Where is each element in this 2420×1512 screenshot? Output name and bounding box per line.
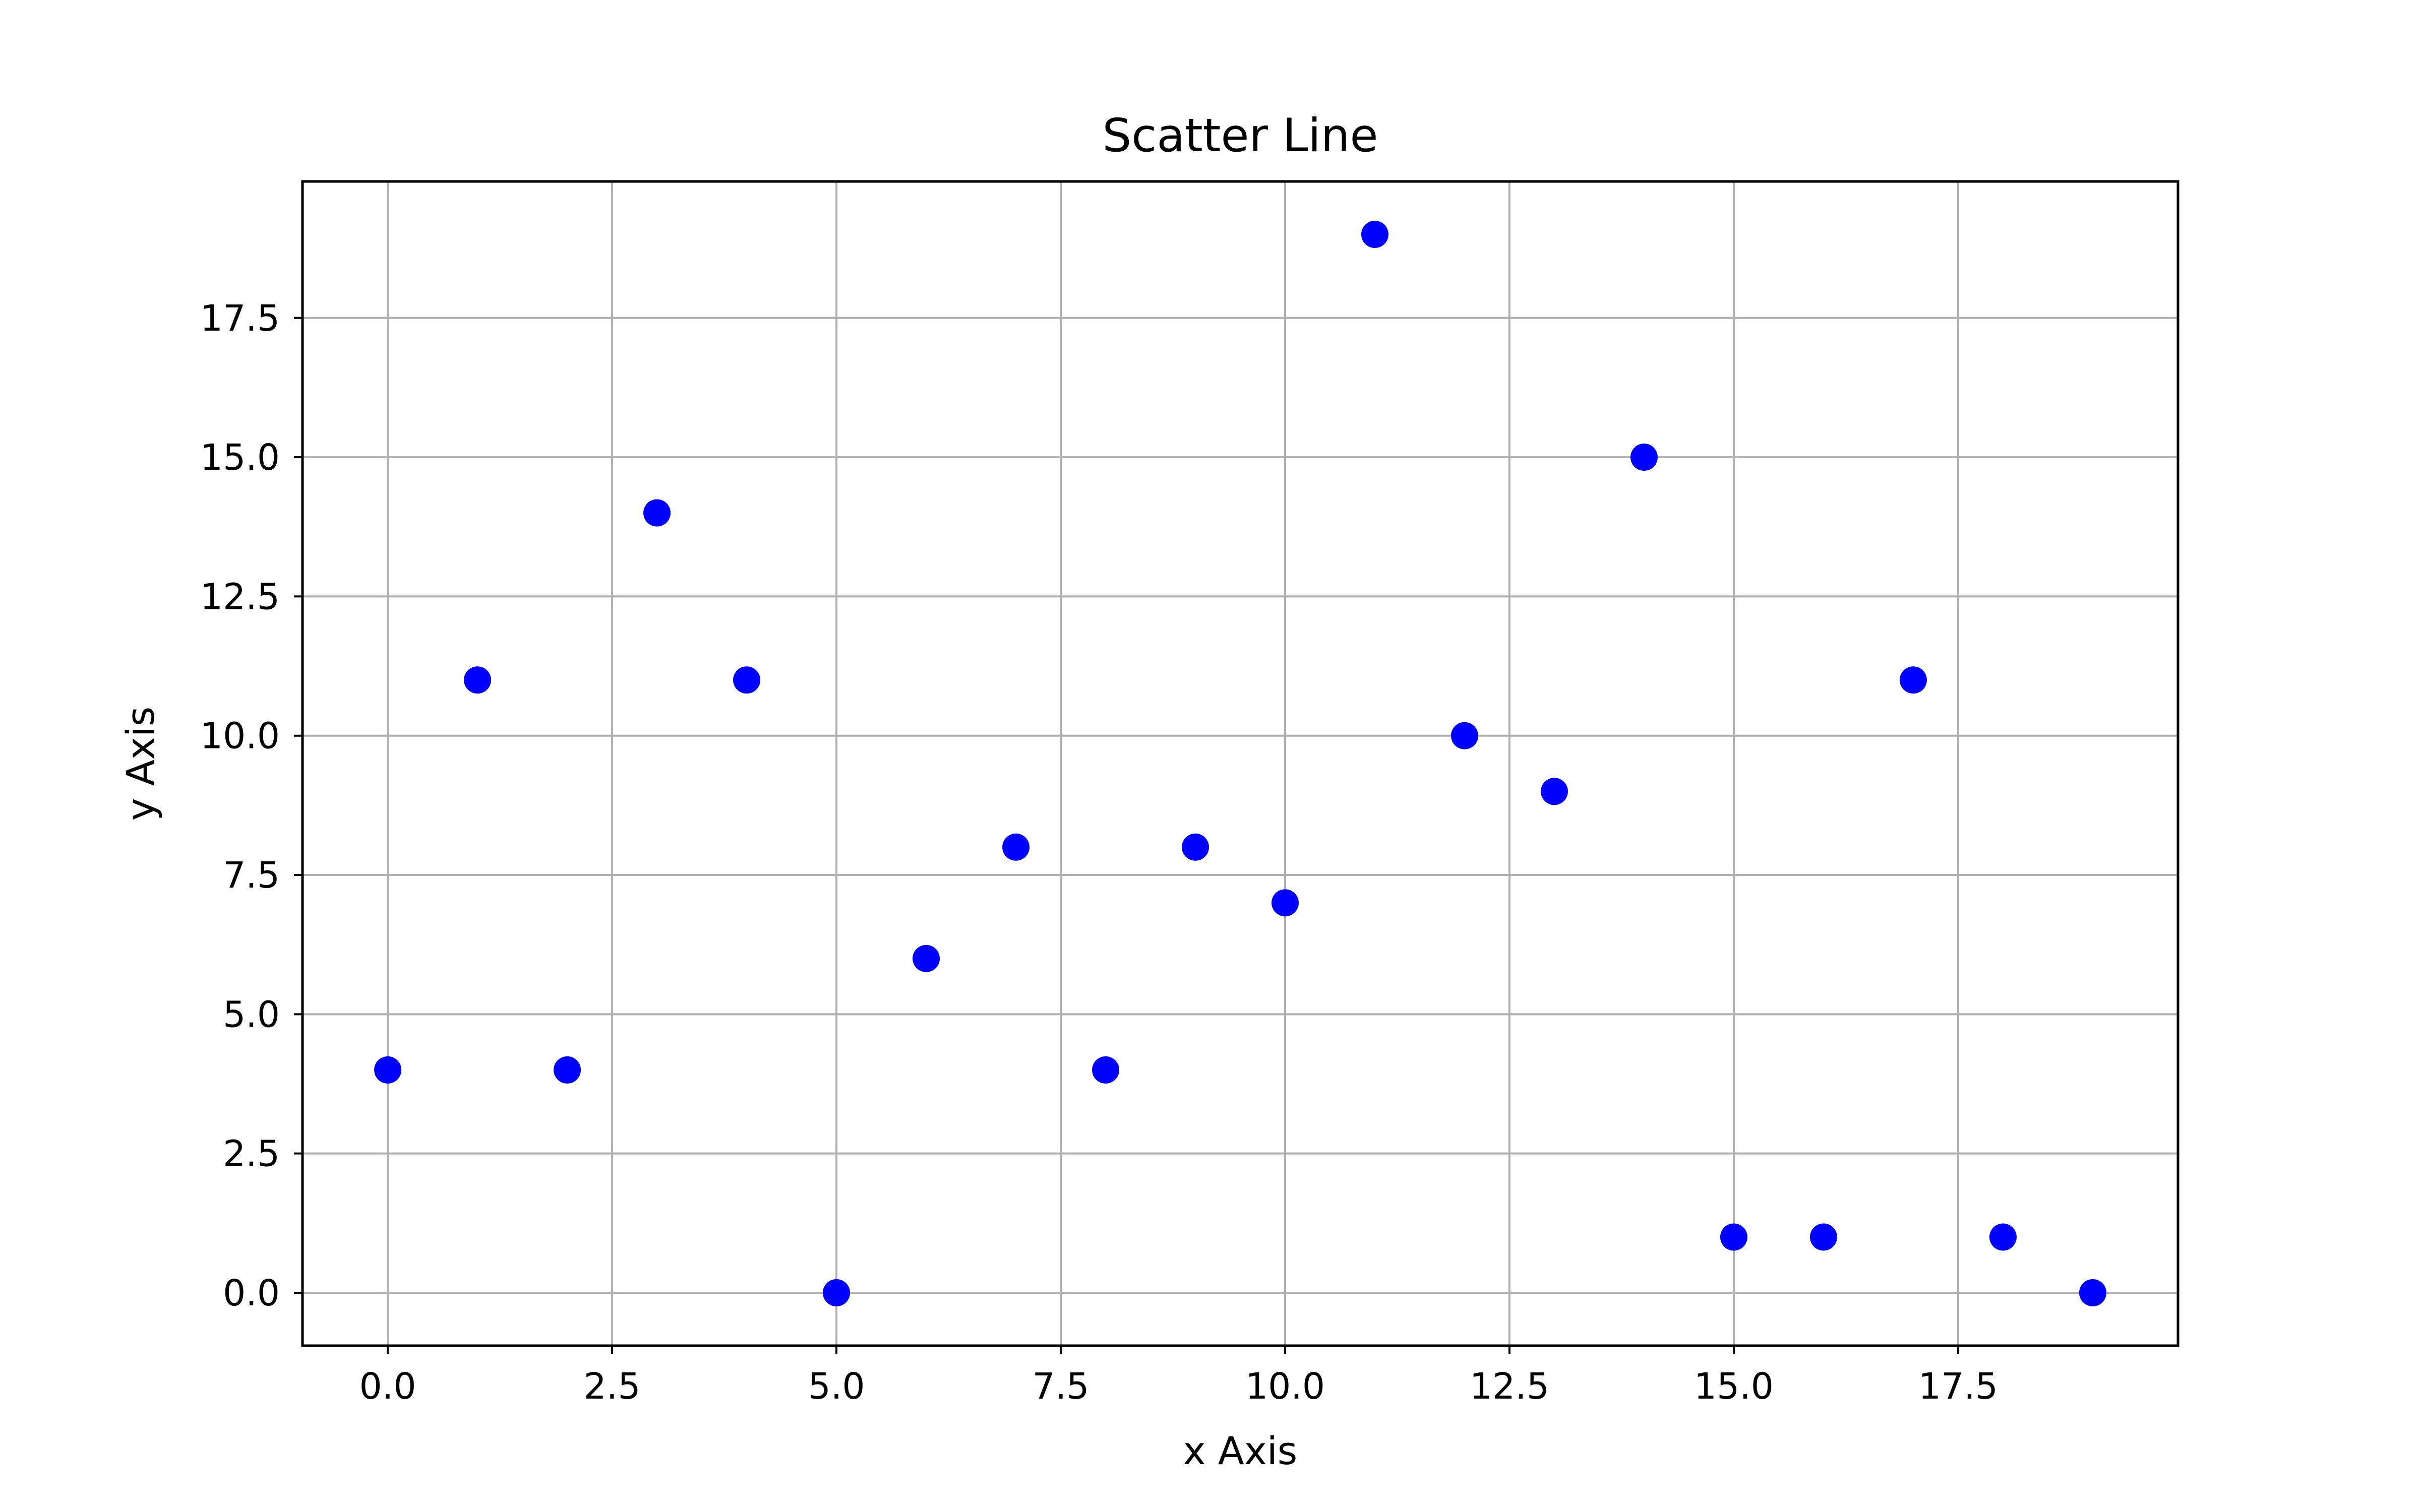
x-tick-label: 15.0 — [1694, 1365, 1774, 1407]
data-point — [1361, 221, 1388, 248]
data-point — [643, 499, 671, 527]
y-tick-label: 15.0 — [200, 436, 280, 478]
data-point — [1271, 889, 1299, 917]
y-tick-label: 10.0 — [200, 715, 280, 757]
data-point — [733, 666, 761, 694]
y-tick-label: 0.0 — [223, 1272, 280, 1314]
x-tick-label: 12.5 — [1470, 1365, 1549, 1407]
y-tick-label: 12.5 — [200, 576, 280, 617]
x-tick-label: 10.0 — [1245, 1365, 1325, 1407]
y-tick-label: 7.5 — [223, 854, 280, 896]
x-axis-label: x Axis — [1183, 1428, 1298, 1473]
data-point — [1450, 722, 1478, 749]
data-point — [1989, 1223, 2017, 1251]
data-point — [2079, 1279, 2106, 1306]
tick-layer: 0.0 2.5 5.0 7.5 10.0 12.5 15.0 17.5 0.0 2.5 5.0 7.5… — [200, 297, 1998, 1407]
data-point — [464, 666, 492, 694]
plot-frame — [301, 180, 2180, 1347]
x-tick-label: 7.5 — [1033, 1365, 1090, 1407]
y-axis-label: y Axis — [118, 707, 163, 821]
x-tick-label: 2.5 — [584, 1365, 641, 1407]
chart-title: Scatter Line — [1103, 109, 1378, 162]
data-point — [554, 1056, 581, 1084]
x-tick-label: 5.0 — [808, 1365, 865, 1407]
x-tick-label: 17.5 — [1918, 1365, 1998, 1407]
data-point — [374, 1056, 402, 1084]
data-point — [823, 1279, 851, 1306]
y-tick-label: 17.5 — [200, 297, 280, 339]
y-tick-label: 5.0 — [223, 993, 280, 1035]
data-point — [1899, 666, 1927, 694]
data-point — [1540, 778, 1568, 805]
data-point — [1809, 1223, 1837, 1251]
y-tick-label: 2.5 — [223, 1133, 280, 1175]
x-tick-label: 0.0 — [359, 1365, 416, 1407]
point-layer — [374, 221, 2106, 1306]
grid-layer — [302, 181, 2178, 1346]
data-point — [1092, 1056, 1120, 1084]
data-point — [1630, 444, 1658, 471]
data-point — [1002, 833, 1030, 861]
data-point — [1182, 833, 1209, 861]
data-point — [1720, 1223, 1747, 1251]
data-point — [913, 944, 940, 972]
